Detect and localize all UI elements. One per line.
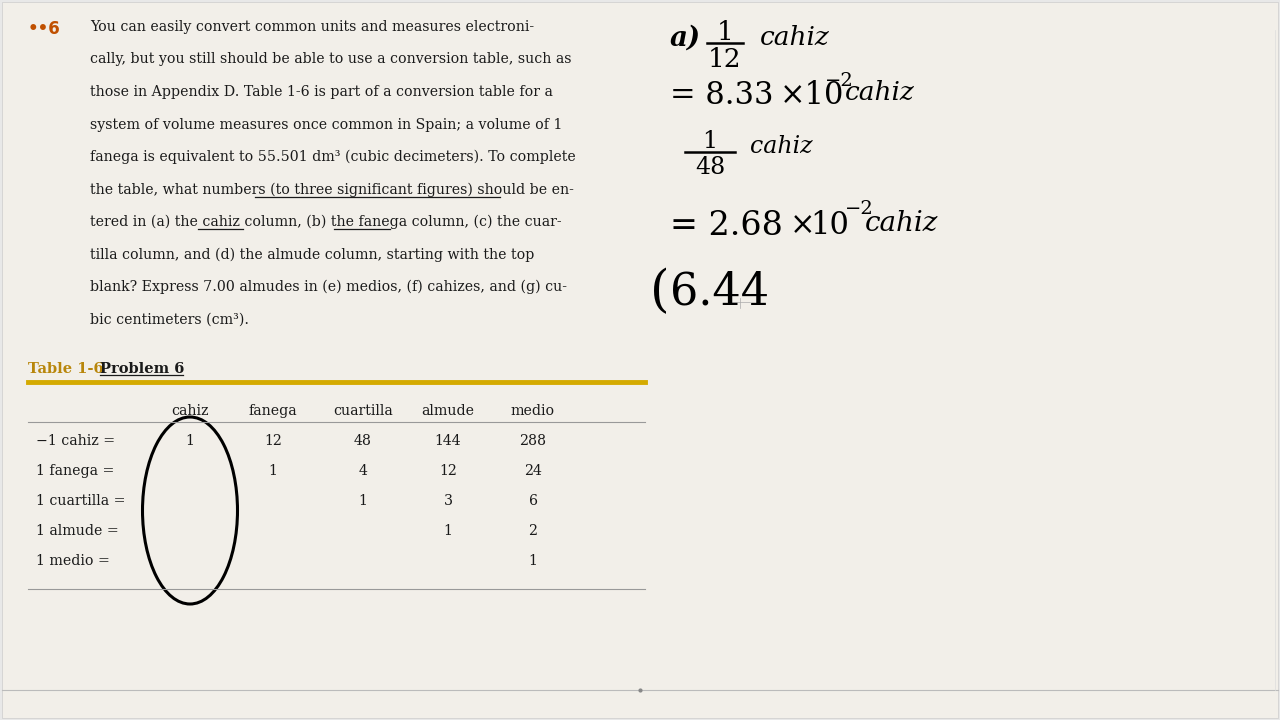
Text: −2: −2 (845, 200, 874, 218)
Text: Table 1-6: Table 1-6 (28, 362, 104, 376)
Text: tered in (a) the cahiz column, (b) the fanega column, (c) the cuar-: tered in (a) the cahiz column, (b) the f… (90, 215, 562, 230)
Text: −2: −2 (826, 72, 854, 90)
Text: 1 medio =: 1 medio = (36, 554, 110, 568)
Text: the table, what numbers (to three significant figures) should be en-: the table, what numbers (to three signif… (90, 182, 573, 197)
Text: bic centimeters (cm³).: bic centimeters (cm³). (90, 312, 250, 326)
Text: 3: 3 (443, 494, 453, 508)
Text: tilla column, and (d) the almude column, starting with the top: tilla column, and (d) the almude column,… (90, 248, 534, 262)
Text: 1: 1 (269, 464, 278, 478)
Text: = 2.68: = 2.68 (669, 210, 783, 242)
Text: ×: × (790, 210, 815, 241)
Text: = 8.33: = 8.33 (669, 80, 773, 111)
Text: fanega: fanega (248, 404, 297, 418)
Text: 1: 1 (444, 524, 452, 538)
Text: medio: medio (511, 404, 556, 418)
Text: 4: 4 (358, 464, 367, 478)
Text: 1: 1 (529, 554, 538, 568)
Text: 12: 12 (264, 434, 282, 448)
Text: ×10: ×10 (780, 80, 845, 111)
Text: 1: 1 (703, 130, 718, 153)
Text: cahiz: cahiz (750, 135, 813, 158)
Text: 6: 6 (529, 494, 538, 508)
Text: 1: 1 (186, 434, 195, 448)
Text: (: ( (650, 268, 669, 318)
Text: Problem 6: Problem 6 (100, 362, 184, 376)
Text: 1: 1 (358, 494, 367, 508)
Text: fanega is equivalent to 55.501 dm³ (cubic decimeters). To complete: fanega is equivalent to 55.501 dm³ (cubi… (90, 150, 576, 164)
Text: −1 cahiz =: −1 cahiz = (36, 434, 115, 448)
Text: system of volume measures once common in Spain; a volume of 1: system of volume measures once common in… (90, 117, 562, 132)
Text: 12: 12 (708, 47, 742, 72)
Text: cahiz: cahiz (865, 210, 938, 237)
Text: blank? Express 7.00 almudes in (e) medios, (f) cahizes, and (g) cu-: blank? Express 7.00 almudes in (e) medio… (90, 280, 567, 294)
Text: cahiz: cahiz (845, 80, 915, 105)
Text: cuartilla: cuartilla (333, 404, 393, 418)
Text: 1 almude =: 1 almude = (36, 524, 119, 538)
Text: 1 cuartilla =: 1 cuartilla = (36, 494, 125, 508)
Text: 1 fanega =: 1 fanega = (36, 464, 114, 478)
Text: You can easily convert common units and measures electroni-: You can easily convert common units and … (90, 20, 534, 34)
Text: 12: 12 (439, 464, 457, 478)
Text: 1: 1 (717, 20, 733, 45)
Text: ••6: ••6 (28, 20, 60, 38)
Text: almude: almude (421, 404, 475, 418)
Text: 10: 10 (810, 210, 849, 241)
Text: 48: 48 (695, 156, 726, 179)
Text: 2: 2 (529, 524, 538, 538)
Text: 24: 24 (524, 464, 541, 478)
Text: 144: 144 (435, 434, 461, 448)
Text: cahiz: cahiz (760, 25, 829, 50)
Text: 288: 288 (520, 434, 547, 448)
Text: cahiz: cahiz (172, 404, 209, 418)
Text: cally, but you still should be able to use a conversion table, such as: cally, but you still should be able to u… (90, 53, 571, 66)
Text: 6.44: 6.44 (669, 270, 769, 313)
Text: a): a) (669, 25, 701, 52)
Text: 48: 48 (355, 434, 372, 448)
Text: those in Appendix D. Table 1-6 is part of a conversion table for a: those in Appendix D. Table 1-6 is part o… (90, 85, 553, 99)
